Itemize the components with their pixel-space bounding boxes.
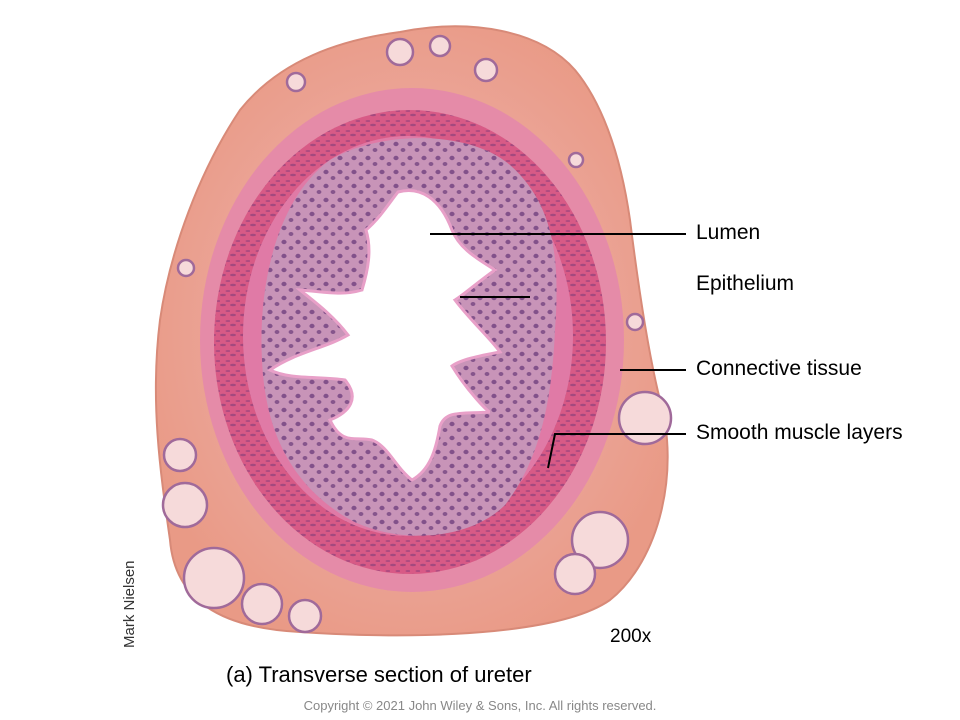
blood-vessels [161, 34, 673, 634]
figure-caption: (a) Transverse section of ureter [226, 662, 532, 687]
copyright-notice: Copyright © 2021 John Wiley & Sons, Inc.… [303, 698, 657, 713]
leader-lines [430, 233, 686, 469]
photo-credit: Mark Nielsen [121, 560, 138, 648]
label-smooth-muscle: Smooth muscle layers [696, 421, 903, 444]
magnification-label: 200x [610, 626, 652, 647]
label-connective-tissue: Connective tissue [696, 357, 862, 380]
label-epithelium: Epithelium [696, 272, 795, 295]
leader-line-smooth-muscle [547, 433, 686, 469]
lumen [267, 189, 503, 482]
label-lumen: Lumen [696, 221, 761, 244]
